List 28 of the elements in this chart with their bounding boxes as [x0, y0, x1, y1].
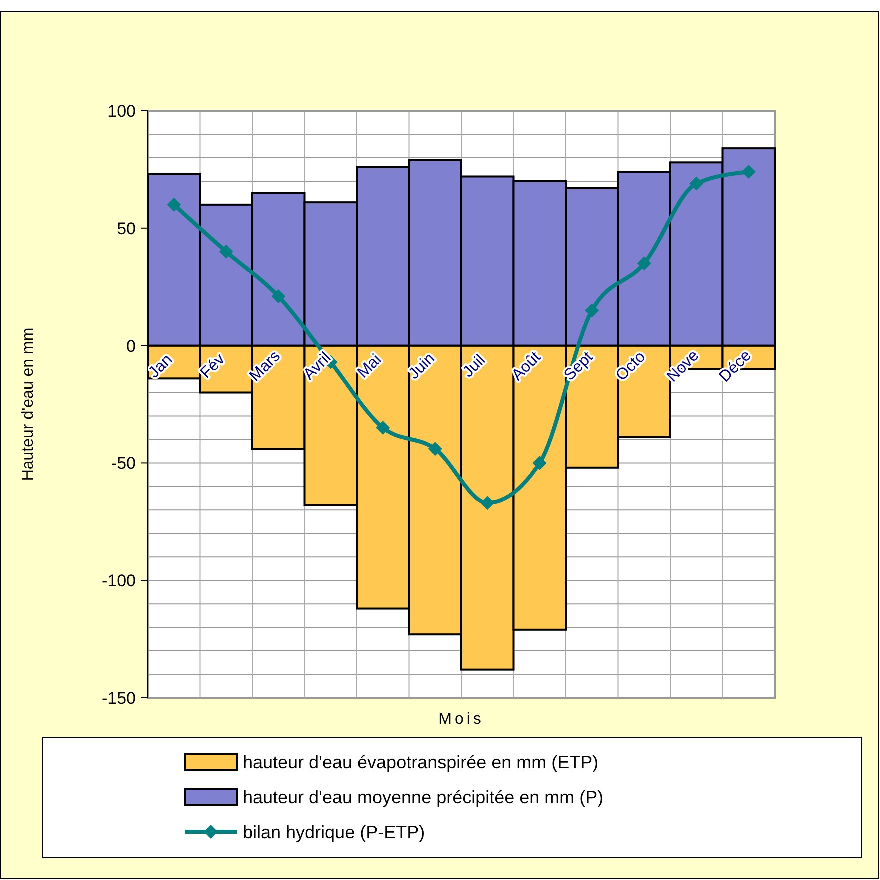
y-tick-label: 100 [108, 102, 136, 121]
legend-label: hauteur d'eau moyenne précipitée en mm (P) [243, 787, 604, 808]
x-tick-label: Mai [354, 351, 386, 382]
point [532, 456, 547, 470]
legend-label: bilan hydrique (P-ETP) [243, 822, 426, 842]
y-tick-label: -50 [111, 454, 136, 474]
point [376, 420, 390, 435]
point [690, 176, 704, 191]
point [585, 304, 600, 318]
x-tick-label: Octo [613, 348, 650, 385]
point [742, 165, 756, 180]
point [637, 256, 652, 271]
legend-label: hauteur d'eau évapotranspirée en mm (ETP) [243, 752, 599, 772]
y-tick-label: -150 [102, 688, 136, 708]
point [219, 244, 234, 259]
point [167, 198, 182, 212]
y-tick-label: -100 [102, 572, 136, 591]
point [272, 289, 286, 304]
x-axis-title: Mois [438, 711, 484, 728]
x-tick-label: Jan [146, 351, 176, 382]
y-tick-label: 0 [126, 336, 136, 356]
x-tick-label: Juin [406, 350, 439, 384]
y-axis-title: Hauteur d'eau en mm [20, 328, 37, 482]
point [428, 442, 442, 456]
x-tick-label: Fév [198, 351, 229, 382]
y-tick-label: 50 [117, 219, 136, 238]
point [480, 496, 495, 510]
x-tick-label: Juil [460, 352, 489, 382]
